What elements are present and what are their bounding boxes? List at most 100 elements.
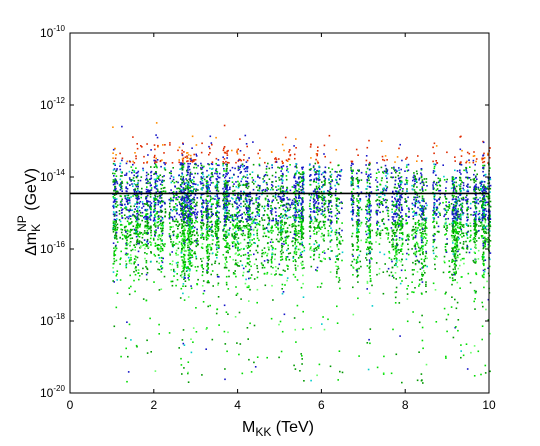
- data-point: [318, 256, 320, 259]
- data-point: [319, 196, 321, 198]
- data-point: [211, 252, 214, 254]
- data-point: [145, 203, 148, 206]
- data-point: [298, 194, 301, 197]
- data-point: [412, 176, 415, 179]
- data-point: [155, 122, 158, 124]
- data-point: [235, 275, 237, 278]
- data-point: [301, 355, 303, 357]
- data-point: [236, 342, 238, 344]
- data-point: [383, 170, 386, 173]
- data-point: [181, 172, 183, 174]
- data-point: [191, 264, 194, 266]
- data-point: [355, 259, 358, 261]
- data-point: [486, 238, 489, 241]
- data-point: [173, 208, 175, 211]
- data-point: [401, 218, 404, 220]
- data-point: [459, 188, 461, 191]
- data-point: [445, 181, 448, 183]
- data-point: [248, 225, 250, 227]
- data-point: [146, 161, 148, 164]
- data-point: [185, 199, 188, 201]
- data-point: [172, 176, 175, 178]
- data-point: [422, 205, 424, 208]
- data-point: [439, 185, 442, 187]
- data-point: [369, 223, 372, 225]
- data-point: [320, 196, 323, 199]
- data-point: [328, 194, 330, 196]
- data-point: [299, 256, 301, 258]
- data-point: [376, 233, 379, 235]
- data-point: [286, 188, 288, 191]
- data-point: [458, 216, 460, 218]
- data-point: [182, 246, 185, 249]
- data-point: [129, 241, 132, 243]
- data-point: [368, 262, 371, 265]
- data-point: [266, 183, 268, 186]
- data-point: [330, 220, 333, 222]
- data-point: [211, 229, 213, 232]
- data-point: [327, 248, 329, 250]
- data-point: [393, 220, 395, 222]
- data-point: [182, 342, 185, 345]
- data-point: [146, 253, 148, 255]
- data-point: [415, 202, 417, 205]
- data-point: [314, 190, 316, 192]
- data-point: [132, 160, 134, 163]
- data-point: [452, 203, 455, 206]
- data-point: [405, 215, 407, 217]
- data-point: [211, 163, 214, 166]
- data-point: [154, 245, 157, 247]
- data-point: [182, 234, 184, 237]
- data-point: [473, 241, 475, 243]
- data-point: [415, 232, 418, 235]
- data-point: [121, 215, 123, 217]
- data-point: [483, 259, 485, 261]
- data-point: [295, 341, 297, 343]
- data-point: [279, 230, 282, 232]
- data-point: [115, 244, 117, 247]
- data-point: [246, 201, 248, 204]
- data-point: [160, 265, 162, 268]
- data-point: [121, 238, 124, 240]
- data-point: [436, 230, 439, 233]
- data-point: [328, 182, 331, 184]
- data-point: [217, 244, 220, 247]
- data-point: [453, 178, 456, 180]
- data-point: [321, 194, 324, 197]
- data-point: [153, 178, 156, 181]
- data-point: [400, 223, 402, 226]
- data-point: [153, 239, 155, 241]
- data-point: [327, 318, 329, 321]
- data-point: [286, 186, 288, 189]
- data-point: [483, 210, 485, 212]
- data-point: [421, 218, 423, 221]
- data-point: [154, 255, 157, 257]
- data-point: [433, 170, 436, 173]
- data-point: [459, 218, 461, 220]
- data-point: [375, 234, 378, 237]
- data-point: [200, 258, 202, 260]
- data-point: [417, 221, 419, 224]
- data-point: [256, 276, 259, 279]
- data-point: [266, 195, 269, 197]
- data-point: [214, 223, 217, 225]
- data-point: [145, 232, 147, 234]
- data-point: [255, 223, 258, 226]
- data-point: [202, 238, 205, 240]
- data-point: [455, 196, 457, 198]
- data-point: [278, 158, 280, 160]
- data-point: [365, 257, 367, 259]
- data-point: [437, 216, 440, 218]
- data-point: [136, 187, 139, 190]
- data-point: [181, 224, 184, 226]
- data-point: [224, 197, 227, 200]
- data-point: [285, 159, 288, 161]
- data-point: [302, 201, 304, 204]
- data-point: [217, 296, 220, 298]
- data-point: [487, 185, 489, 188]
- data-point: [336, 222, 338, 224]
- data-point: [357, 281, 359, 283]
- data-point: [172, 218, 174, 221]
- data-point: [152, 220, 155, 222]
- data-point: [284, 236, 287, 239]
